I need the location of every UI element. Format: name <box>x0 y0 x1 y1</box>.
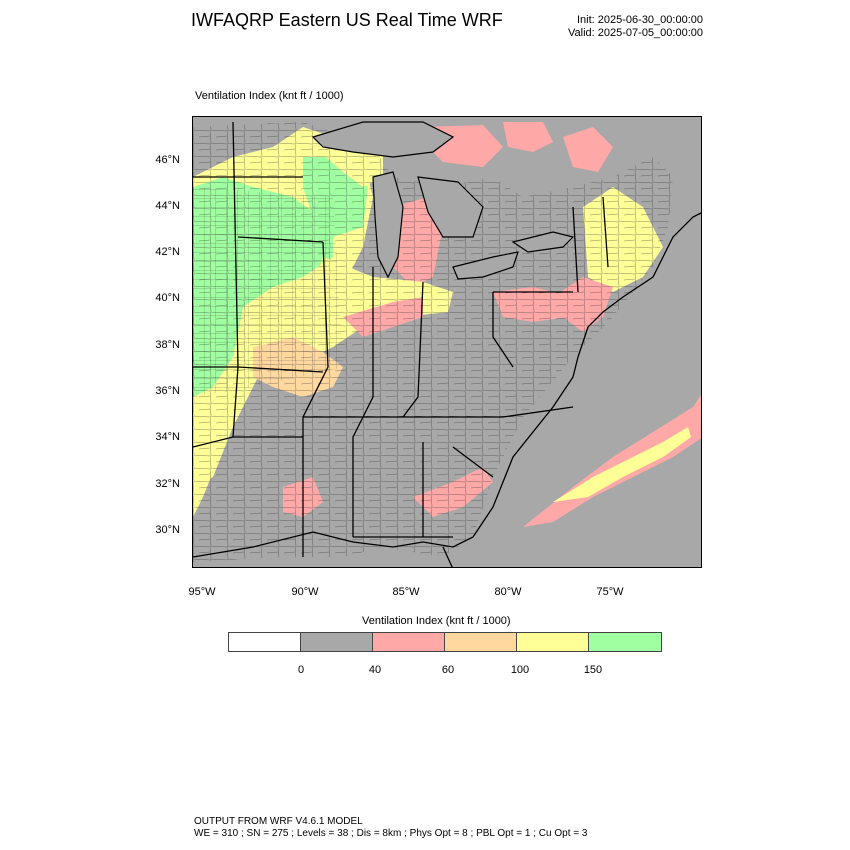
lake-michigan <box>372 171 404 279</box>
lon-label-80: 80°W <box>494 586 522 598</box>
lake-huron <box>417 176 484 238</box>
legend-swatch-green <box>589 633 661 651</box>
legend-tick-60: 60 <box>441 664 455 676</box>
lat-label-30: 30°N <box>155 524 180 536</box>
lat-label-36: 36°N <box>155 385 180 397</box>
legend-swatch-pink <box>373 633 445 651</box>
county-grid-plains <box>193 187 343 397</box>
lon-label-75: 75°W <box>596 586 624 598</box>
legend-swatch-white <box>229 633 301 651</box>
lon-label-85: 85°W <box>392 586 420 598</box>
florida-peninsula <box>442 546 453 567</box>
lat-label-46: 46°N <box>155 154 180 166</box>
legend-swatch-gray <box>301 633 373 651</box>
great-lakes <box>311 121 575 280</box>
map-panel <box>192 116 702 568</box>
coastline <box>193 212 701 558</box>
footer-config: WE = 310 ; SN = 275 ; Levels = 38 ; Dis … <box>194 828 588 839</box>
lake-superior <box>311 121 455 158</box>
color-legend <box>228 632 662 652</box>
valid-time: Valid: 2025-07-05_00:00:00 <box>568 27 703 39</box>
region-yellow-atlantic <box>553 427 691 502</box>
legend-tick-100: 100 <box>510 664 530 676</box>
region-pink-maine <box>563 127 613 172</box>
map-canvas <box>193 117 701 567</box>
lat-label-44: 44°N <box>155 200 180 212</box>
lake-ontario <box>511 231 575 253</box>
map-title: IWFAQRP Eastern US Real Time WRF <box>191 10 503 30</box>
lon-label-95: 95°W <box>188 586 216 598</box>
lon-label-90: 90°W <box>291 586 319 598</box>
legend-tick-150: 150 <box>583 664 603 676</box>
legend-swatch-yellow <box>517 633 589 651</box>
lat-label-34: 34°N <box>155 431 180 443</box>
legend-title: Ventilation Index (knt ft / 1000) <box>362 615 511 627</box>
lake-erie <box>452 251 519 280</box>
lat-label-38: 38°N <box>155 339 180 351</box>
legend-tick-40: 40 <box>368 664 382 676</box>
legend-swatch-orange <box>445 633 517 651</box>
field-label: Ventilation Index (knt ft / 1000) <box>195 90 344 102</box>
footer-model: OUTPUT FROM WRF V4.6.1 MODEL <box>194 816 363 827</box>
lat-label-42: 42°N <box>155 246 180 258</box>
lat-label-40: 40°N <box>155 292 180 304</box>
init-time: Init: 2025-06-30_00:00:00 <box>577 14 703 26</box>
legend-tick-0: 0 <box>297 664 305 676</box>
lat-label-32: 32°N <box>155 478 180 490</box>
region-pink-quebec <box>503 122 553 152</box>
